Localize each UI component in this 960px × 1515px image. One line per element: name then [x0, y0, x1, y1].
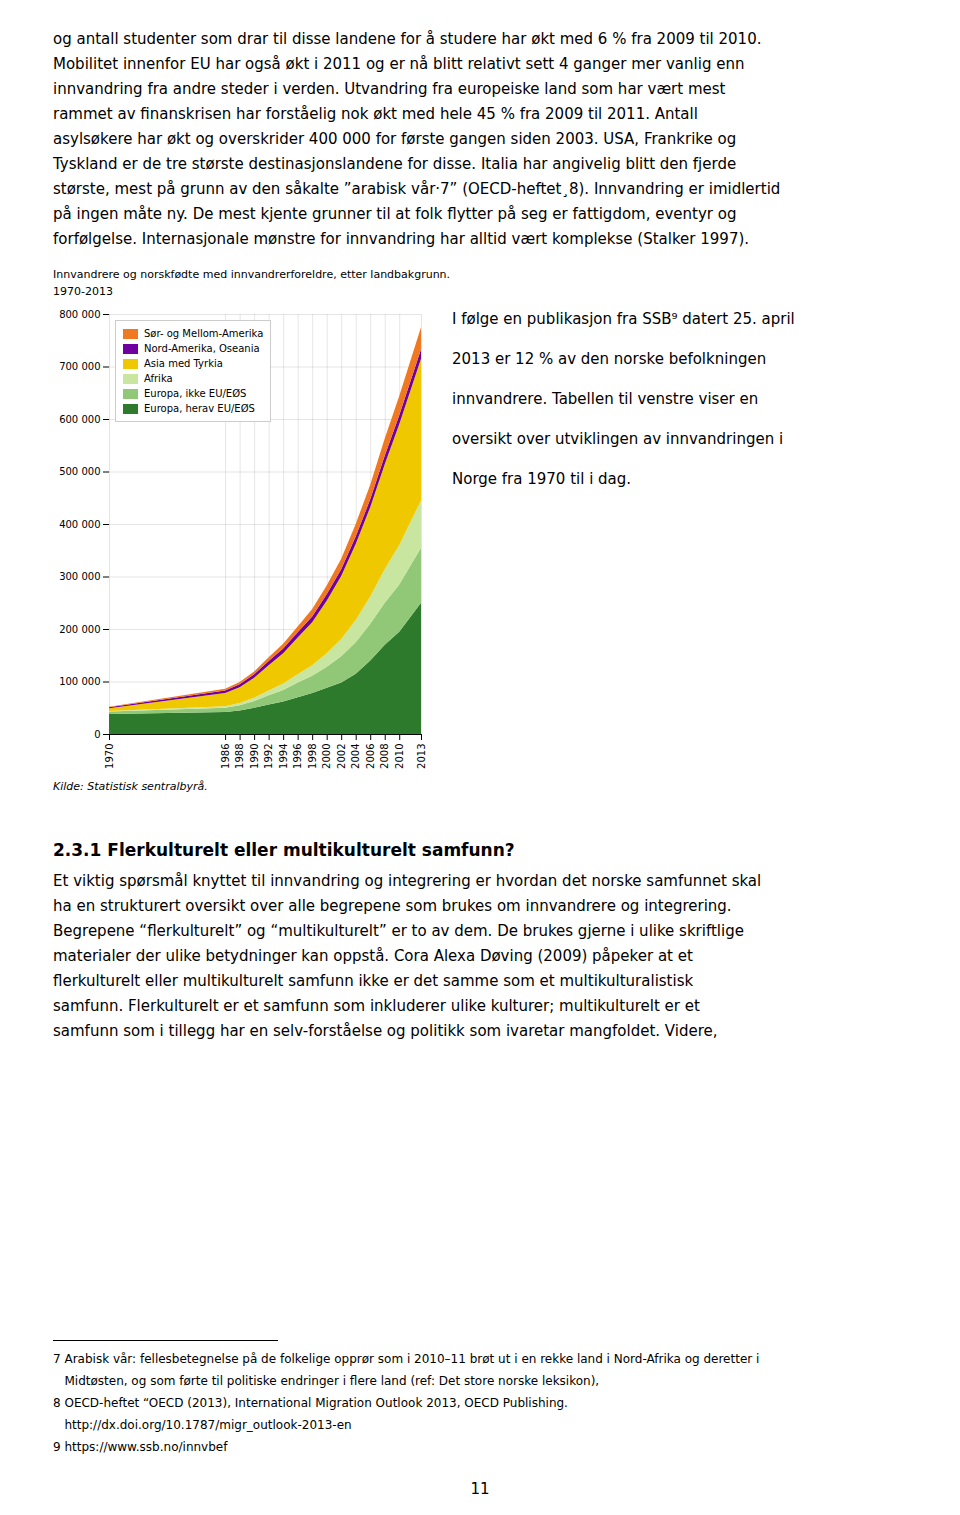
svg-text:1998: 1998 [307, 744, 318, 769]
html-text:innvandrere. Tabellen til vens: innvandrere. Tabellen til venstre viser … [452, 390, 759, 408]
html-text:materialer der ulike betydning: materialer der ulike betydninger kan opp… [53, 947, 693, 965]
html-text:Midtøsten, og som førte til po: Midtøsten, og som førte til politiske en… [53, 1374, 600, 1388]
html-text:Europa, ikke EU/EØS: Europa, ikke EU/EØS [144, 388, 247, 399]
html-text:oversikt over utviklingen av i: oversikt over utviklingen av innvandring… [452, 430, 784, 448]
html-text:http://dx.doi.org/10.1787/migr: http://dx.doi.org/10.1787/migr_outlook-2… [53, 1418, 352, 1432]
html-text:Norge fra 1970 til i dag.: Norge fra 1970 til i dag. [452, 470, 632, 488]
html-text:rammet av finanskrisen har for: rammet av finanskrisen har forståelig no… [53, 105, 698, 123]
svg-text:2008: 2008 [379, 744, 390, 769]
svg-text:600 000: 600 000 [59, 414, 100, 425]
html-text:Asia med Tyrkia: Asia med Tyrkia [144, 358, 223, 369]
html-text:8 OECD-heftet “OECD (2013), In: 8 OECD-heftet “OECD (2013), Internationa… [53, 1396, 568, 1410]
html-text:Kilde: Statistisk sentralbyrå.: Kilde: Statistisk sentralbyrå. [53, 780, 208, 793]
html-text:Begrepene “flerkulturelt” og “: Begrepene “flerkulturelt” og “multikultu… [53, 922, 744, 940]
html-text:og antall studenter som drar t: og antall studenter som drar til disse l… [53, 30, 762, 48]
html-text:innvandring fra andre steder i: innvandring fra andre steder i verden. U… [53, 80, 726, 98]
svg-text:300 000: 300 000 [59, 571, 100, 582]
svg-text:1990: 1990 [249, 744, 260, 769]
html-text:9 https://www.ssb.no/innvbef: 9 https://www.ssb.no/innvbef [53, 1440, 228, 1454]
svg-text:1992: 1992 [263, 744, 274, 769]
html-text:Et viktig spørsmål knyttet til: Et viktig spørsmål knyttet til innvandri… [53, 872, 762, 890]
svg-text:2010: 2010 [394, 744, 405, 769]
svg-text:2006: 2006 [365, 744, 376, 769]
html-text:Sør- og Mellom-Amerika: Sør- og Mellom-Amerika [144, 328, 264, 339]
svg-text:200 000: 200 000 [59, 624, 100, 635]
svg-text:1970: 1970 [104, 744, 115, 769]
svg-text:400 000: 400 000 [59, 519, 100, 530]
html-text:på ingen måte ny. De mest kjen: på ingen måte ny. De mest kjente grunner… [53, 205, 737, 223]
html-text:asylsøkere har økt og overskri: asylsøkere har økt og overskrider 400 00… [53, 130, 737, 148]
html-text:forfølgelse. Internasjonale mø: forfølgelse. Internasjonale mønstre for … [53, 230, 749, 248]
html-text:11: 11 [470, 1480, 490, 1498]
html-text:2013 er 12 % av den norske bef: 2013 er 12 % av den norske befolkningen [452, 350, 767, 368]
html-text:Innvandrere og norskfødte med: Innvandrere og norskfødte med innvandrer… [53, 268, 451, 281]
svg-text:1996: 1996 [292, 744, 303, 769]
html-text:Afrika: Afrika [144, 373, 173, 384]
svg-text:2000: 2000 [321, 744, 332, 769]
html-text:samfunn som i tillegg har en s: samfunn som i tillegg har en selv-forstå… [53, 1022, 718, 1040]
svg-text:100 000: 100 000 [59, 676, 100, 687]
html-text:Mobilitet innenfor EU har også: Mobilitet innenfor EU har også økt i 201… [53, 55, 745, 73]
svg-text:0: 0 [94, 729, 100, 740]
html-text:Tyskland er de tre største des: Tyskland er de tre største destinasjonsl… [53, 155, 737, 173]
svg-text:1986: 1986 [220, 744, 231, 769]
html-text:samfunn. Flerkulturelt er et s: samfunn. Flerkulturelt er et samfunn som… [53, 997, 700, 1015]
html-text:I følge en publikasjon fra SSB: I følge en publikasjon fra SSB⁹ datert 2… [452, 310, 795, 328]
svg-text:2004: 2004 [350, 744, 361, 769]
svg-text:2002: 2002 [336, 744, 347, 769]
svg-text:700 000: 700 000 [59, 361, 100, 372]
html-text:1970-2013: 1970-2013 [53, 285, 113, 298]
html-text:største, mest på grunn av den: største, mest på grunn av den såkalte ”a… [53, 180, 781, 198]
svg-text:1988: 1988 [234, 744, 245, 769]
html-text:2.3.1 Flerkulturelt eller mult: 2.3.1 Flerkulturelt eller multikulturelt… [53, 840, 515, 860]
html-text:7 Arabisk vår: fellesbetegnels: 7 Arabisk vår: fellesbetegnelse på de fo… [53, 1352, 760, 1366]
svg-text:500 000: 500 000 [59, 466, 100, 477]
svg-text:1994: 1994 [278, 744, 289, 769]
html-text:flerkulturelt eller multikultu: flerkulturelt eller multikulturelt samfu… [53, 972, 694, 990]
html-text:Nord-Amerika, Oseania: Nord-Amerika, Oseania [144, 343, 260, 354]
svg-text:2013: 2013 [416, 744, 427, 769]
html-text:ha en strukturert oversikt ove: ha en strukturert oversikt over alle beg… [53, 897, 732, 915]
html-text:Europa, herav EU/EØS: Europa, herav EU/EØS [144, 403, 255, 414]
svg-text:800 000: 800 000 [59, 309, 100, 320]
